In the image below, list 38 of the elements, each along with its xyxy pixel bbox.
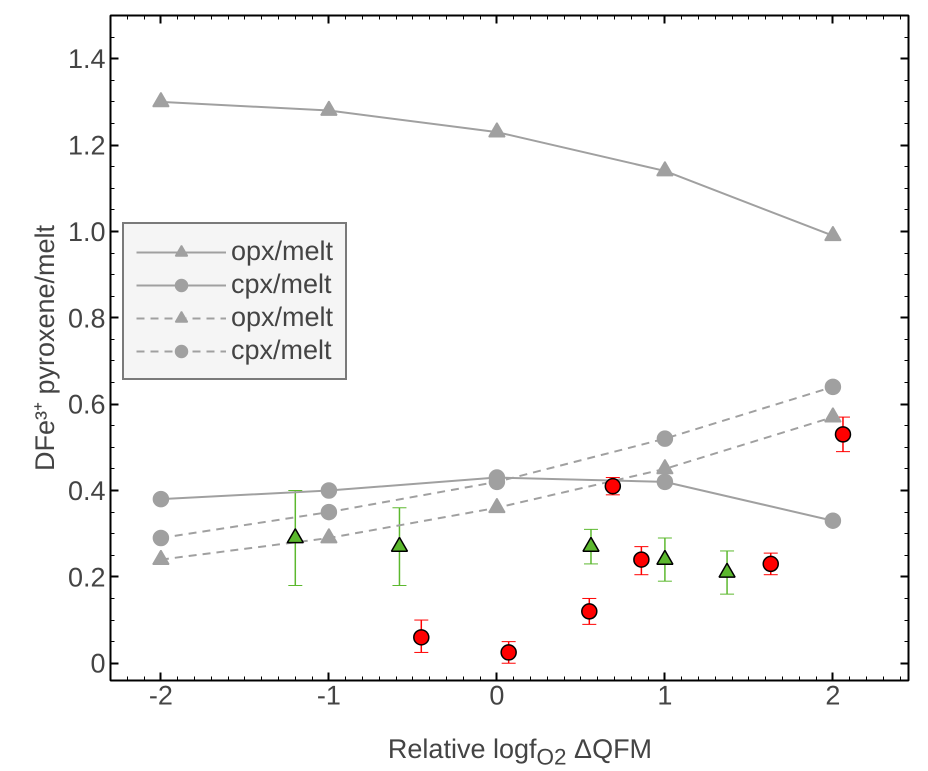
point (824, 226, 842, 242)
x-tick-label: -1 (316, 680, 341, 710)
y-tick-label: 1.0 (68, 216, 106, 247)
y-tick-label: 0.2 (68, 562, 106, 592)
x-tick-label: 1 (657, 680, 672, 710)
legend-label: cpx/melt (231, 335, 332, 366)
point (152, 530, 170, 546)
point (656, 160, 674, 176)
x-axis-title: Relative logf$_{O2}$ ΔQFM (388, 733, 652, 771)
point (152, 490, 170, 508)
y-tick-label: 0 (90, 648, 106, 679)
legend-label: opx/melt (231, 236, 334, 267)
point (320, 100, 338, 116)
x-tick-label: -2 (148, 680, 173, 710)
y-tick-label: 1.4 (68, 44, 106, 74)
point (824, 378, 842, 396)
point (320, 482, 338, 499)
legend-label: cpx/melt (231, 269, 332, 300)
point (320, 504, 338, 520)
y-tick-label: 1.2 (68, 130, 106, 161)
point (656, 474, 674, 490)
point (762, 556, 779, 572)
y-tick-label: 0.8 (68, 303, 106, 334)
y-tick-label: 0.6 (68, 390, 106, 420)
point (834, 426, 852, 443)
point (633, 551, 650, 568)
point (656, 430, 674, 447)
point (824, 512, 842, 529)
legend-label: opx/melt (231, 302, 334, 333)
point (581, 603, 598, 620)
y-axis-title: DFe³⁺ pyroxene/melt (30, 224, 60, 472)
x-tick-label: 0 (489, 680, 504, 710)
point (152, 92, 170, 108)
y-tick-label: 0.4 (68, 476, 106, 506)
point (413, 629, 430, 646)
point (500, 644, 517, 661)
point (488, 122, 506, 138)
x-tick-label: 2 (825, 680, 840, 710)
